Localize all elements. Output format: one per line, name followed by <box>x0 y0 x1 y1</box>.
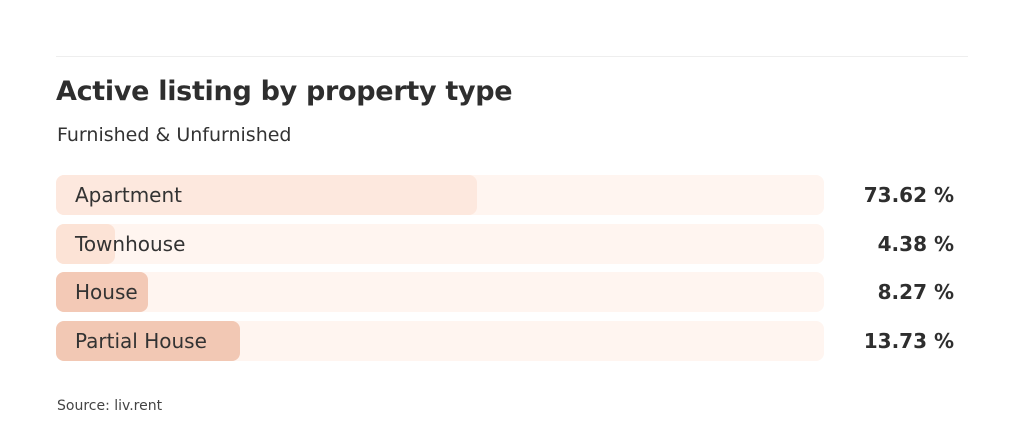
bar-row: House 8.27 % <box>56 272 954 312</box>
data-label: 4.38 % <box>877 232 954 256</box>
bar-row: Townhouse 4.38 % <box>56 224 954 264</box>
bar <box>56 321 240 361</box>
data-label: 8.27 % <box>877 280 954 304</box>
bar-track <box>56 272 824 312</box>
bar-label: Townhouse <box>75 232 186 256</box>
bar-track <box>56 224 824 264</box>
bar-label: Apartment <box>75 183 183 207</box>
bar <box>56 224 115 264</box>
bar <box>56 175 477 215</box>
bar-label: Partial House <box>75 329 207 353</box>
chart-subtitle: Furnished & Unfurnished <box>57 124 292 146</box>
bar-row: Partial House 13.73 % <box>56 321 954 361</box>
data-label: 13.73 % <box>863 329 954 353</box>
bar <box>56 272 148 312</box>
top-divider <box>56 56 968 57</box>
bar-label: House <box>75 280 138 304</box>
source-note: Source: liv.rent <box>57 398 163 414</box>
data-label: 73.62 % <box>863 183 954 207</box>
chart-title: Active listing by property type <box>56 76 513 107</box>
bar-row: Apartment 73.62 % <box>56 175 954 215</box>
